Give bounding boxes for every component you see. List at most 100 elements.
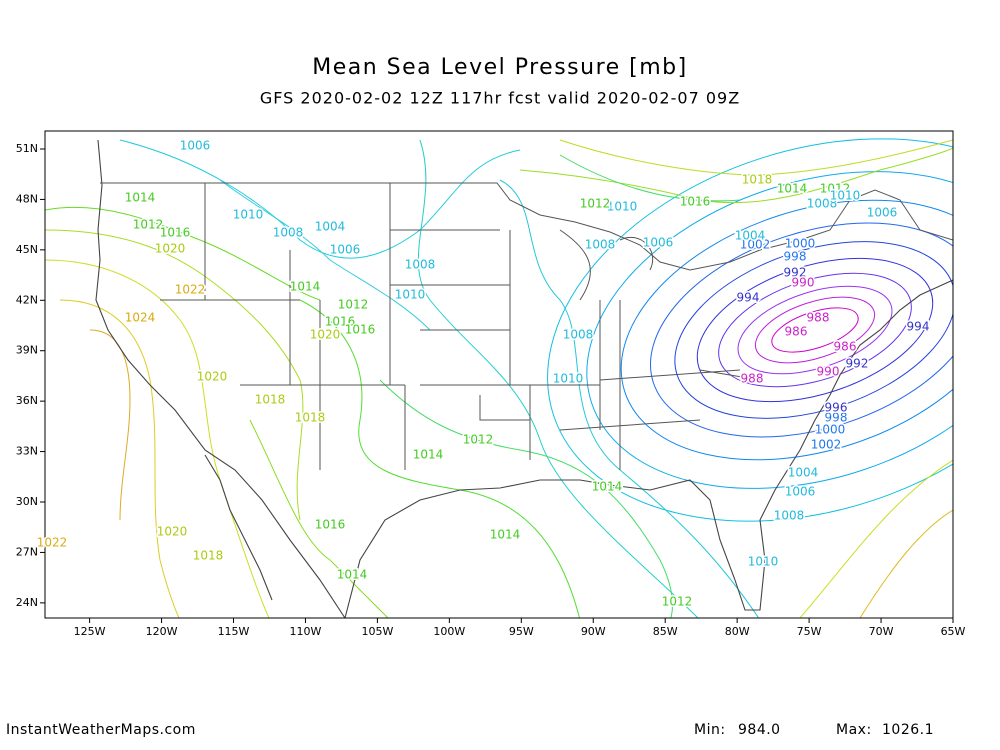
contour-label: 1004 <box>735 229 766 243</box>
contour-label: 1012 <box>820 182 851 196</box>
contour-label: 1020 <box>155 242 186 256</box>
contour-label: 1014 <box>125 191 156 205</box>
contour-label: 1006 <box>180 139 211 153</box>
min-value: 984.0 <box>738 722 781 738</box>
y-tick-label: 45N <box>16 243 38 256</box>
contour-label: 1018 <box>255 393 286 407</box>
contour-label: 996 <box>825 401 848 415</box>
x-tick-label: 115W <box>218 625 250 638</box>
y-tick-label: 24N <box>16 596 38 609</box>
contour-label: 1010 <box>395 288 426 302</box>
contour-label: 1018 <box>742 173 773 187</box>
contour-label: 986 <box>785 325 808 339</box>
x-tick-label: 100W <box>433 625 465 638</box>
contour-label: 1020 <box>157 525 188 539</box>
contour-label: 1008 <box>807 197 838 211</box>
x-tick-label: 110W <box>290 625 322 638</box>
y-tick-label: 48N <box>16 192 38 205</box>
y-tick-label: 33N <box>16 445 38 458</box>
contour-label: 1004 <box>788 466 819 480</box>
contour-label: 998 <box>784 250 807 264</box>
x-tick-label: 105W <box>361 625 393 638</box>
geography <box>95 139 953 618</box>
contour-label: 990 <box>817 365 840 379</box>
contour-label: 986 <box>834 340 857 354</box>
contour-label: 1006 <box>643 236 674 250</box>
contour-label: 1012 <box>338 298 369 312</box>
contour-label: 1002 <box>811 438 842 452</box>
contour-label: 1014 <box>413 448 444 462</box>
x-tick-label: 70W <box>869 625 894 638</box>
contour-label: 1010 <box>830 189 861 203</box>
source: InstantWeatherMaps.com <box>6 722 196 738</box>
contour-label: 1012 <box>580 197 611 211</box>
x-tick-label: 95W <box>509 625 534 638</box>
contour-label: 1022 <box>37 536 68 550</box>
contour-label: 1016 <box>680 195 711 209</box>
contour-label: 1014 <box>777 182 808 196</box>
contour-label: 1022 <box>175 283 206 297</box>
contour-label: 1010 <box>233 208 264 222</box>
contour-label: 1008 <box>405 258 436 272</box>
x-tick-label: 65W <box>941 625 966 638</box>
x-tick-label: 75W <box>797 625 822 638</box>
contour-label: 1012 <box>463 433 494 447</box>
contours <box>45 138 953 618</box>
y-tick-label: 27N <box>16 545 38 558</box>
contour-label: 1020 <box>310 328 341 342</box>
x-tick-label: 90W <box>581 625 606 638</box>
contour-label: 1006 <box>867 206 898 220</box>
contour-label: 1008 <box>273 226 304 240</box>
contour-label: 994 <box>737 291 760 305</box>
contour-label: 1016 <box>325 315 356 329</box>
y-tick-label: 51N <box>16 142 38 155</box>
contour-label: 1016 <box>160 226 191 240</box>
x-tick-label: 120W <box>146 625 178 638</box>
map-frame <box>44 130 954 619</box>
contour-label: 988 <box>741 372 764 386</box>
contour-label: 1016 <box>345 323 376 337</box>
contour-label: 1002 <box>740 238 771 252</box>
max-value: 1026.1 <box>882 722 934 738</box>
x-tick-label: 85W <box>653 625 678 638</box>
contour-label: 1010 <box>607 200 638 214</box>
contour-label: 1014 <box>490 528 521 542</box>
x-tick-label: 125W <box>74 625 106 638</box>
x-tick-label: 80W <box>725 625 750 638</box>
y-tick-label: 30N <box>16 495 38 508</box>
contour-label: 1008 <box>585 238 616 252</box>
contour-label: 992 <box>846 357 869 371</box>
min-label: Min: <box>694 722 726 738</box>
contour-label: 998 <box>825 411 848 425</box>
contour-label: 1018 <box>295 411 326 425</box>
contour-label: 1010 <box>748 555 779 569</box>
title: Mean Sea Level Pressure [mb] <box>312 55 687 80</box>
contour-label: 1000 <box>815 423 846 437</box>
y-tick-label: 39N <box>16 344 38 357</box>
contour-label: 1008 <box>563 328 594 342</box>
contour-label: 1020 <box>197 370 228 384</box>
contour-label: 1014 <box>290 280 321 294</box>
contour-label: 1012 <box>133 218 164 232</box>
contour-label: 988 <box>807 311 830 325</box>
contour-label: 1014 <box>592 480 623 494</box>
y-tick-label: 36N <box>16 394 38 407</box>
contour-label: 1008 <box>774 509 805 523</box>
contour-label: 990 <box>792 276 815 290</box>
contour-label: 1000 <box>785 237 816 251</box>
contour-label: 992 <box>784 266 807 280</box>
subtitle: GFS 2020-02-02 12Z 117hr fcst valid 2020… <box>260 89 740 108</box>
contour-label: 1014 <box>337 568 368 582</box>
max-label: Max: <box>836 722 872 738</box>
contour-label: 1018 <box>193 549 224 563</box>
contour-label: 1012 <box>662 595 693 609</box>
contour-label: 1024 <box>125 311 156 325</box>
contour-label: 1016 <box>315 518 346 532</box>
contour-label: 1006 <box>785 485 816 499</box>
y-tick-label: 42N <box>16 293 38 306</box>
contour-label: 994 <box>907 320 930 334</box>
